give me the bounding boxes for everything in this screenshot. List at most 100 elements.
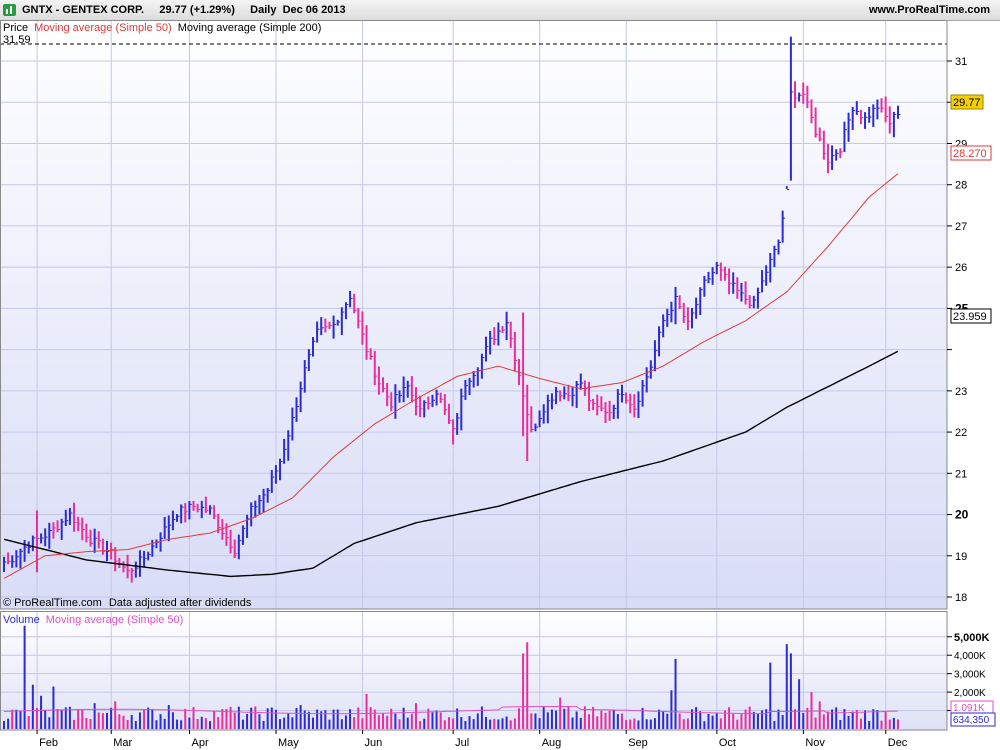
- price-bar: [711, 267, 716, 285]
- price-bar: [114, 547, 118, 572]
- price-tick-label: 23: [955, 386, 967, 398]
- price-bar: [229, 529, 234, 554]
- price-bar: [497, 322, 501, 346]
- price-bar: [101, 538, 106, 555]
- footer-note: Data adjusted after dividends: [109, 597, 252, 609]
- price-bar: [822, 130, 827, 160]
- price-bar: [851, 106, 856, 130]
- volume-panel-background: [0, 612, 947, 730]
- price-bar: [291, 407, 295, 441]
- price-bar: [530, 406, 534, 433]
- price-bar: [163, 517, 168, 540]
- price-bar: [64, 509, 69, 526]
- price-bar: [769, 252, 773, 283]
- price-tick-label: 28: [955, 180, 967, 192]
- price-bar: [559, 390, 563, 402]
- price-bar: [439, 392, 444, 403]
- price-bar: [756, 287, 761, 309]
- price-bar: [122, 561, 126, 573]
- price-bar: [254, 500, 258, 518]
- price-badges: 29.77 28.270 23.959: [950, 94, 992, 324]
- month-label: Feb: [39, 737, 58, 749]
- price-tick-label: 21: [955, 468, 967, 480]
- price-bar: [110, 542, 114, 560]
- vol-badge-bg: [950, 712, 996, 727]
- price-bar: [682, 302, 687, 323]
- price-bar: [73, 502, 77, 532]
- price-bar: [435, 389, 440, 406]
- price-bar: [340, 307, 345, 336]
- price-bar: [283, 438, 287, 464]
- price-bar: [686, 307, 691, 331]
- price-bar: [563, 386, 567, 400]
- price-bar: [68, 508, 73, 526]
- price-bar: [373, 350, 378, 386]
- price-bar: [414, 387, 419, 416]
- price-bar: [390, 392, 394, 412]
- price-bar: [534, 423, 538, 432]
- vol-ma-badge-value: 1.091K: [953, 703, 985, 714]
- price-bar: [188, 500, 192, 520]
- price-bar: [184, 503, 188, 523]
- price-bar: [295, 397, 300, 422]
- price-bar: [798, 92, 802, 102]
- price-bar: [625, 392, 629, 404]
- site-url[interactable]: www.ProRealTime.com: [868, 4, 990, 16]
- price-bar: [52, 522, 56, 539]
- price-bar: [765, 265, 769, 286]
- price-bar: [785, 186, 790, 190]
- price-bar: [723, 266, 728, 281]
- price-bar: [167, 515, 172, 542]
- price-bar: [357, 308, 361, 329]
- volume-panel-border: [0, 611, 948, 731]
- price-bar: [35, 510, 40, 573]
- price-bar: [571, 387, 576, 407]
- price-bar: [394, 384, 398, 419]
- price-bar: [213, 505, 217, 519]
- vol-badge-value: 634,350: [953, 715, 990, 726]
- ma200-line: [3, 350, 899, 578]
- chart-header: GNTX - GENTEX CORP. 29.77 (+1.29%) Daily…: [0, 0, 1000, 21]
- price-bar: [77, 516, 81, 532]
- price-bar: [270, 470, 275, 493]
- price-bar: [513, 332, 518, 371]
- price-bar: [777, 239, 782, 255]
- month-label: May: [278, 737, 299, 749]
- price-tick-label: 31: [955, 56, 967, 68]
- month-label: Oct: [719, 737, 736, 749]
- price-bar: [489, 330, 493, 355]
- period-label: Daily: [250, 4, 277, 16]
- price-bar: [56, 520, 61, 533]
- volume-gridlines: [0, 612, 947, 730]
- price-bar: [332, 315, 337, 339]
- price-bar: [794, 81, 798, 109]
- price-bar: [505, 311, 510, 341]
- price-legend: Price Moving average (Simple 50) Moving …: [3, 22, 321, 46]
- price-bar: [97, 531, 102, 549]
- volume-tick-label: 5,000K: [954, 632, 990, 644]
- price-bar: [736, 277, 740, 299]
- price-bar: [847, 112, 852, 142]
- price-bar: [40, 533, 44, 544]
- ma200-badge-value: 23.959: [953, 311, 987, 323]
- price-bar: [592, 398, 596, 411]
- price-bar: [600, 396, 604, 412]
- price-bar: [311, 337, 316, 357]
- volume-tick-label: 2,000K: [954, 688, 986, 699]
- volume-legend-ma: Moving average (Simple 50): [46, 614, 184, 626]
- price-bar: [550, 393, 555, 410]
- price-bar: [19, 548, 23, 569]
- price-bar: [637, 391, 641, 419]
- ma50-badge-value: 28.270: [953, 148, 987, 160]
- price-bar: [468, 377, 473, 396]
- price-bar: [728, 268, 732, 295]
- price-bar: [485, 336, 489, 362]
- price-bar: [11, 555, 15, 568]
- svg-text:Volume Moving average (Sim: Volume Moving average (Simple 50): [3, 614, 183, 626]
- price-bar: [732, 272, 736, 294]
- price-bar: [233, 539, 238, 559]
- volume-panel: [0, 611, 948, 731]
- price-bar: [48, 522, 52, 549]
- price-bar: [423, 400, 427, 418]
